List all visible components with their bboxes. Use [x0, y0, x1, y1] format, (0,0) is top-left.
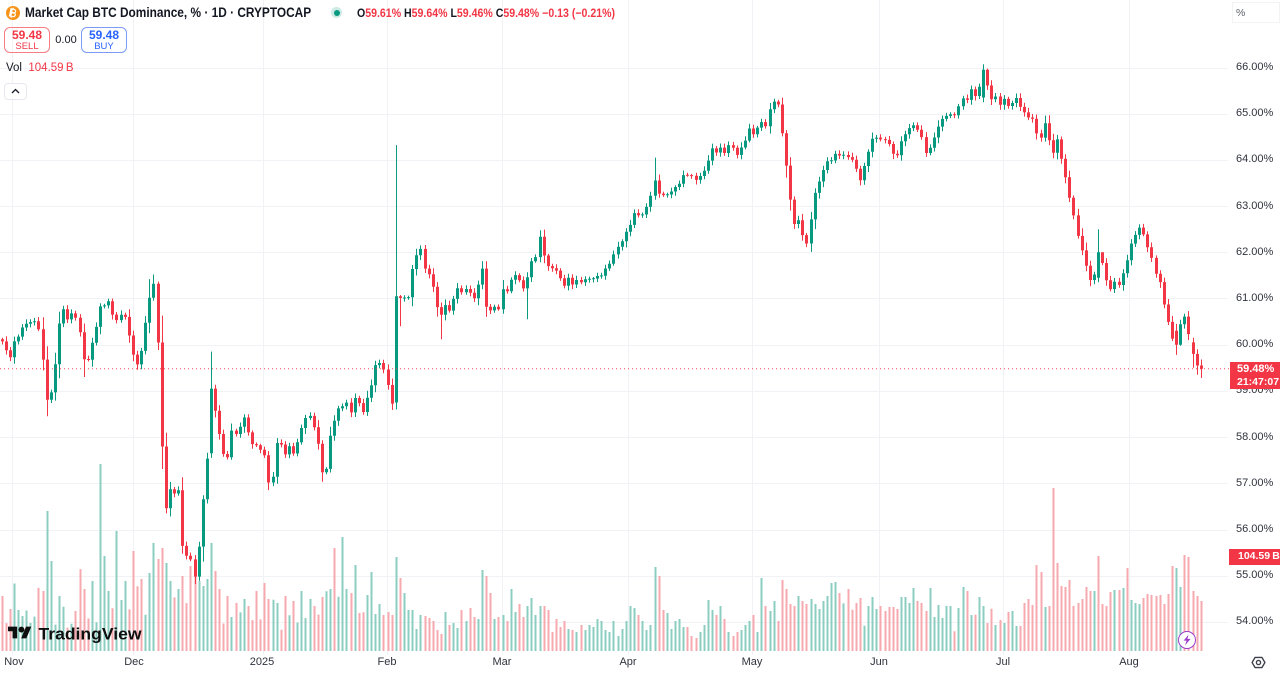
svg-text:TradingView: TradingView: [39, 626, 142, 644]
